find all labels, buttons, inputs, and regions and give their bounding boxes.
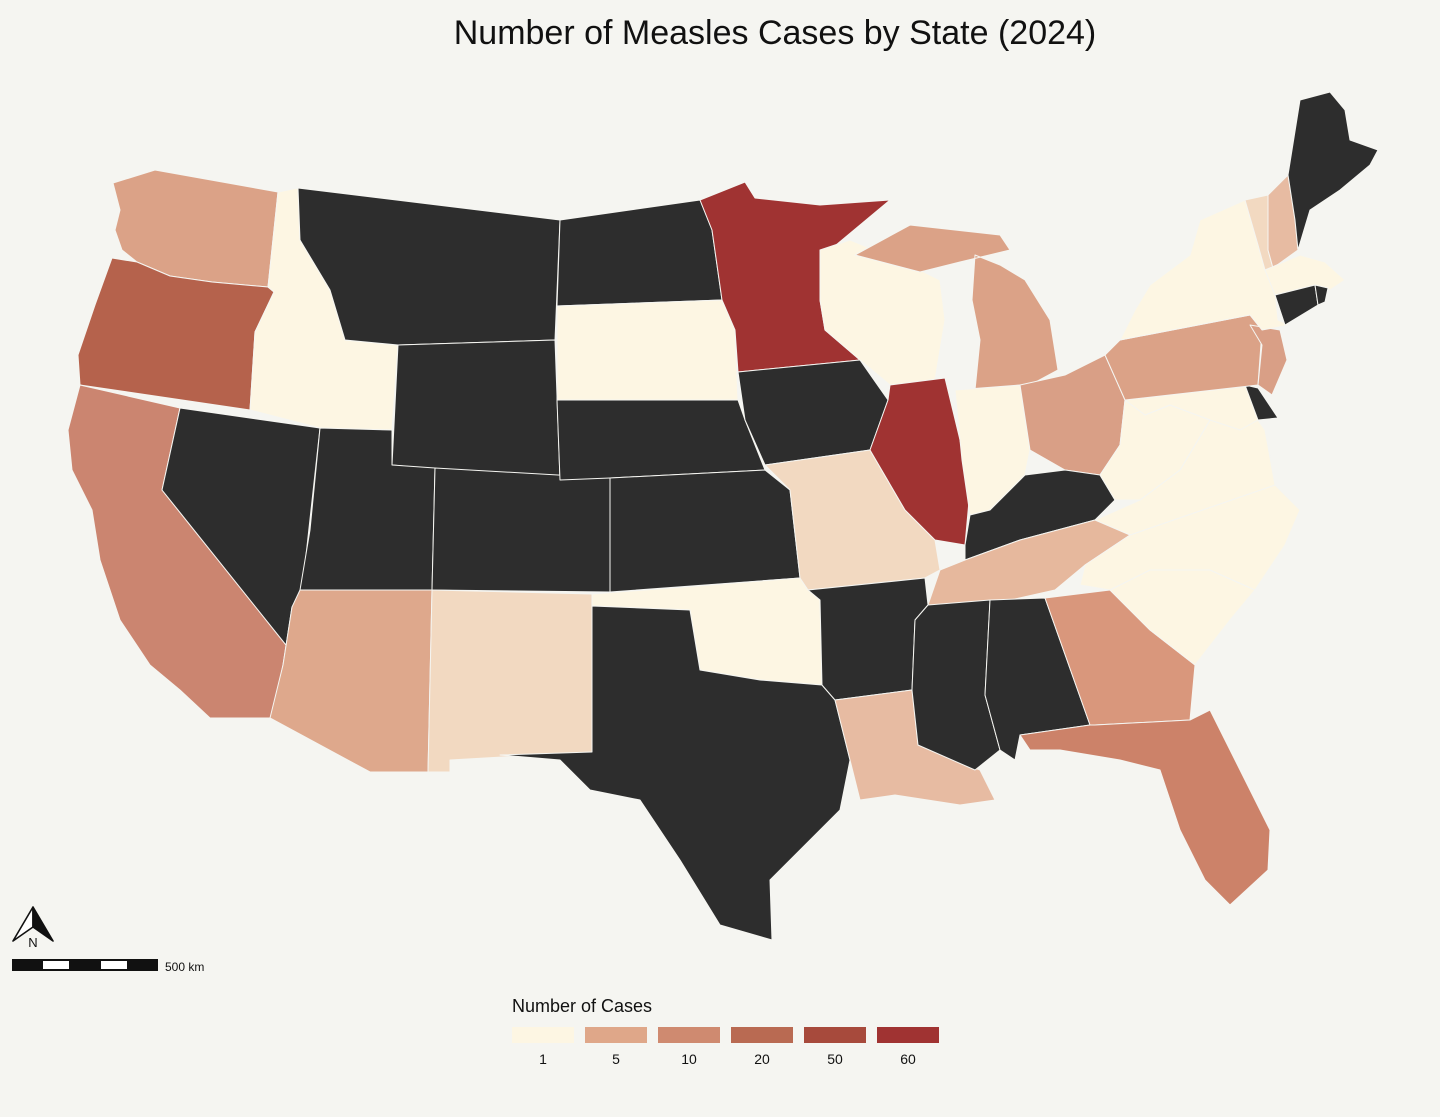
state-nebraska: [556, 399, 766, 481]
legend-item: 10: [658, 1027, 720, 1067]
state-colorado: [431, 467, 611, 593]
legend-swatch: [512, 1027, 574, 1043]
legend-item: 1: [512, 1027, 574, 1067]
state-wyoming: [391, 339, 561, 481]
legend-label: 60: [900, 1051, 916, 1067]
legend-label: 1: [539, 1051, 547, 1067]
legend-items: 1 5 10 20 50 60: [512, 1027, 939, 1067]
scale-bar-segment: [99, 959, 129, 971]
state-arizona: [269, 589, 433, 773]
legend-label: 10: [681, 1051, 697, 1067]
legend-swatch: [731, 1027, 793, 1043]
state-kansas: [609, 469, 801, 593]
state-maine: [1287, 91, 1379, 251]
state-north-dakota: [556, 199, 723, 307]
scale-bar-segment: [128, 959, 158, 971]
state-arkansas: [807, 577, 929, 701]
state-texas: [499, 605, 851, 941]
legend-label: 5: [612, 1051, 620, 1067]
north-arrow-icon: N: [12, 906, 54, 950]
scale-bar-segment: [70, 959, 100, 971]
legend-item: 20: [731, 1027, 793, 1067]
scale-bar-segment: [41, 959, 71, 971]
state-michigan: [854, 224, 1059, 391]
legend-label: 50: [827, 1051, 843, 1067]
scale-bar-segment: [12, 959, 42, 971]
state-florida: [1019, 709, 1271, 906]
north-arrow-label: N: [28, 935, 37, 950]
state-south-dakota: [556, 299, 739, 401]
legend: Number of Cases 1 5 10 20 50 60: [512, 996, 939, 1067]
legend-swatch: [877, 1027, 939, 1043]
state-new-mexico: [427, 589, 593, 773]
legend-title: Number of Cases: [512, 996, 653, 1016]
state-delaware: [1244, 384, 1279, 421]
legend-swatch: [585, 1027, 647, 1043]
state-new-jersey: [1249, 324, 1288, 396]
scale-bar-label: 500 km: [165, 960, 205, 974]
legend-swatch: [658, 1027, 720, 1043]
state-illinois: [869, 377, 971, 546]
legend-label: 20: [754, 1051, 770, 1067]
map-title: Number of Measles Cases by State (2024): [453, 14, 1097, 52]
state-iowa: [737, 359, 889, 466]
legend-item: 60: [877, 1027, 939, 1067]
legend-item: 50: [804, 1027, 866, 1067]
legend-swatch: [804, 1027, 866, 1043]
legend-item: 5: [585, 1027, 647, 1067]
state-rhode-island: [1314, 284, 1329, 306]
